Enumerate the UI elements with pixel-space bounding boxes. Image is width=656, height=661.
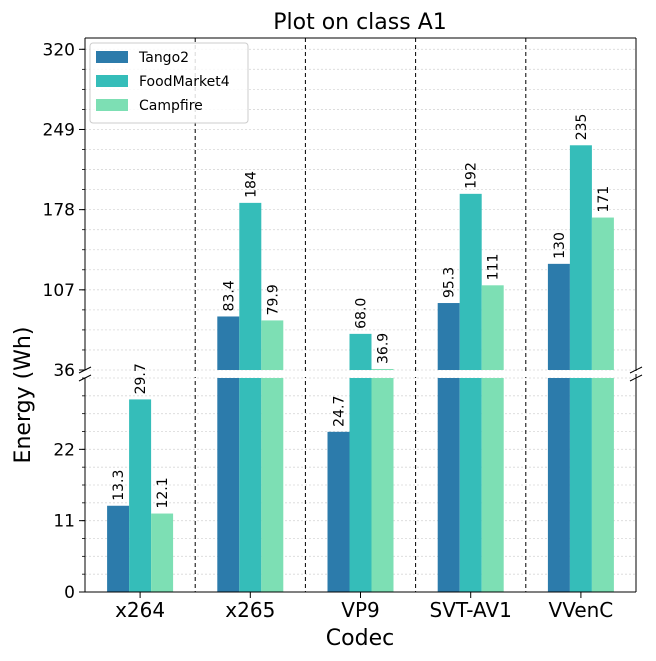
y-tick-label: 11 xyxy=(53,512,75,532)
bar xyxy=(481,285,504,370)
data-label: 111 xyxy=(486,254,502,281)
y-tick-label: 249 xyxy=(43,120,75,140)
bar xyxy=(129,399,152,592)
legend-label: FoodMarket4 xyxy=(139,74,230,90)
bar xyxy=(217,316,240,370)
bar xyxy=(569,378,592,592)
y-tick-label: 320 xyxy=(43,40,75,60)
bar xyxy=(107,505,130,592)
bar xyxy=(261,378,284,592)
bar xyxy=(591,217,614,370)
y-axis-label: Energy (Wh) xyxy=(11,327,36,464)
bar xyxy=(239,378,262,592)
bar xyxy=(547,263,570,370)
legend-frame xyxy=(89,42,249,124)
legend-swatch xyxy=(96,99,128,111)
data-label: 130 xyxy=(552,232,568,259)
chart-title: Plot on class A1 xyxy=(273,10,447,35)
bar xyxy=(217,378,240,592)
x-axis-label: Codec xyxy=(326,626,394,651)
data-label: 171 xyxy=(596,186,612,213)
data-label: 68.0 xyxy=(354,298,370,329)
x-tick-label: SVT-AV1 xyxy=(430,598,512,622)
data-label: 36.9 xyxy=(376,333,392,364)
y-tick-label: 22 xyxy=(53,440,75,460)
bar xyxy=(151,513,174,592)
bars xyxy=(107,145,614,592)
legend-swatch xyxy=(96,75,128,87)
bar xyxy=(459,378,482,592)
y-tick-label: 36 xyxy=(53,361,75,381)
data-label: 235 xyxy=(574,114,590,141)
x-tick-label: x264 xyxy=(115,598,165,622)
x-tick-label: x265 xyxy=(225,598,275,622)
data-label: 184 xyxy=(243,171,259,198)
data-label: 12.1 xyxy=(155,477,171,508)
data-label: 95.3 xyxy=(442,267,458,298)
x-tick-label: VP9 xyxy=(341,598,379,622)
bar xyxy=(547,378,570,592)
bar xyxy=(239,202,262,370)
y-tick-label: 107 xyxy=(43,281,75,301)
bar xyxy=(437,303,460,370)
legend-swatch xyxy=(96,51,128,63)
bar xyxy=(349,378,372,592)
x-tick-label: VVenC xyxy=(549,598,614,622)
data-label: 13.3 xyxy=(111,470,127,501)
legend: Tango2 FoodMarket4 Campfire xyxy=(89,42,249,124)
data-label: 24.7 xyxy=(332,396,348,427)
bar xyxy=(591,378,614,592)
bar xyxy=(349,333,372,370)
data-label: 192 xyxy=(464,162,480,189)
bar xyxy=(371,368,394,370)
data-label: 83.4 xyxy=(221,280,237,311)
axis-break-gap xyxy=(86,371,635,377)
break-mark xyxy=(629,374,643,382)
y-tick-label: 178 xyxy=(43,201,75,221)
bar xyxy=(327,431,350,592)
bar xyxy=(437,378,460,592)
data-labels: 13.3 29.7 12.1 83.4 184 79.9 24.7 68.0 36.9 95.3 1… xyxy=(111,114,612,509)
break-mark xyxy=(629,366,643,374)
bar xyxy=(371,378,394,592)
legend-label: Tango2 xyxy=(138,50,189,66)
data-label: 29.7 xyxy=(133,363,149,394)
bar xyxy=(481,378,504,592)
bar xyxy=(459,193,482,370)
axes: 0 11 22 36 107 178 249 320 x264 x265 VP9 SVT-AV1 VVe… xyxy=(43,37,643,622)
data-label: 79.9 xyxy=(265,284,281,315)
bar xyxy=(569,145,592,370)
bar xyxy=(261,320,284,370)
y-tick-label: 0 xyxy=(64,583,75,603)
legend-label: Campfire xyxy=(139,98,203,114)
